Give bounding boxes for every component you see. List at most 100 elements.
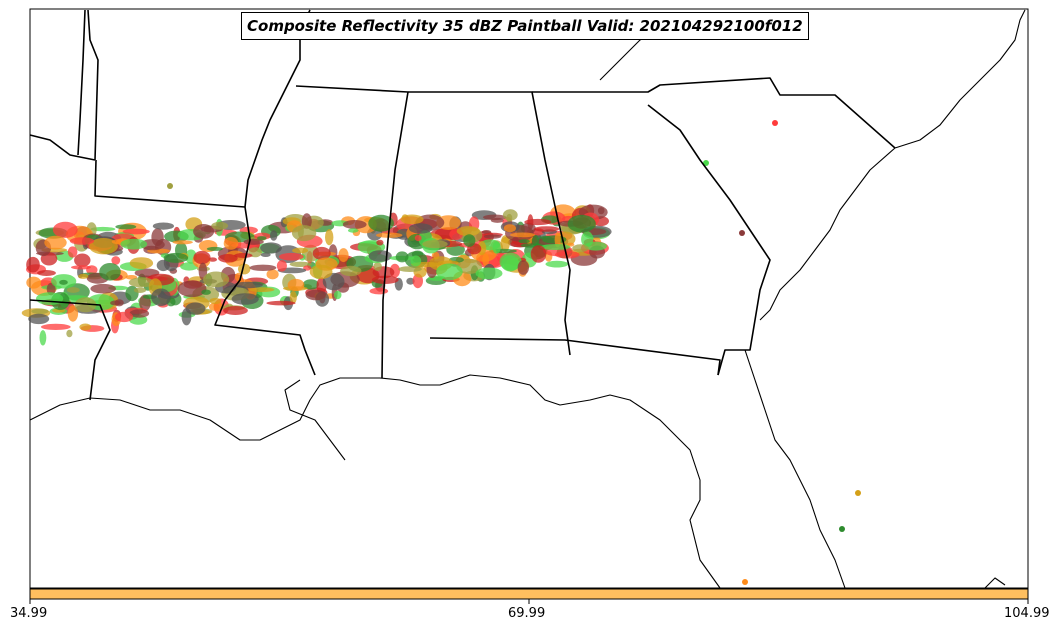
paintball-blob	[414, 235, 422, 242]
paintball-blob	[475, 267, 503, 280]
paintball-blob	[524, 218, 552, 226]
paintball-blob	[78, 273, 89, 279]
paintball-blob	[52, 221, 78, 238]
paintball-blob	[291, 225, 317, 242]
paintball-blob	[231, 293, 259, 305]
paintball-blob	[408, 223, 433, 234]
paintball-blob	[270, 230, 278, 241]
paintball-blob	[26, 256, 40, 273]
paintball-blob	[398, 266, 422, 272]
paintball-blob	[133, 287, 147, 294]
paintball-blob	[111, 256, 121, 265]
paintball-blob	[347, 228, 359, 233]
paintball-blob	[555, 250, 580, 259]
paintball-blob	[193, 224, 215, 239]
paintball-blob	[338, 248, 349, 263]
paintball-blob	[309, 264, 333, 280]
paintball-blob	[89, 238, 118, 255]
paintball-blob	[534, 226, 560, 232]
paintball-blob	[456, 258, 483, 274]
paintball-blob	[172, 240, 193, 245]
paintball-blob	[208, 257, 217, 262]
paintball-blob	[369, 287, 389, 295]
paintball-blob	[151, 288, 171, 307]
paintball-spot	[742, 579, 748, 585]
paintball-blob	[545, 260, 569, 268]
paintball-blob	[156, 259, 170, 272]
paintball-blob	[260, 252, 271, 257]
paintball-blob	[74, 253, 91, 267]
paintball-blob	[554, 232, 561, 248]
paintball-blob	[368, 250, 392, 262]
paintball-blob	[305, 289, 326, 301]
paintball-blob	[177, 280, 207, 298]
paintball-blob	[289, 291, 297, 304]
paintball-blob	[74, 297, 97, 313]
paintball-blob	[163, 252, 189, 263]
paintball-blob	[223, 237, 239, 250]
paintball-blob	[40, 323, 71, 330]
paintball-blob	[122, 228, 150, 235]
paintball-blob	[223, 306, 248, 315]
paintball-blob	[436, 263, 463, 281]
paintball-layer	[21, 120, 861, 585]
paintball-blob	[193, 250, 211, 265]
paintball-blob	[209, 297, 222, 305]
paintball-blob	[67, 305, 79, 322]
paintball-blob	[506, 213, 513, 223]
paintball-blob	[79, 323, 92, 331]
paintball-blob	[406, 277, 415, 285]
paintball-blob	[69, 237, 95, 245]
paintball-blob	[201, 289, 211, 295]
colorbar-tick-label-min: 34.99	[10, 606, 48, 621]
paintball-blob	[90, 283, 116, 294]
paintball-blob	[152, 222, 174, 230]
paintball-blob	[342, 220, 367, 229]
paintball-blob	[44, 235, 67, 250]
paintball-blob	[368, 214, 394, 232]
paintball-blob	[128, 277, 155, 288]
paintball-blob	[110, 300, 121, 306]
paintball-blob	[185, 302, 206, 315]
paintball-blob	[567, 214, 596, 233]
paintball-blob	[59, 279, 68, 285]
paintball-blob	[481, 230, 492, 234]
paintball-blob	[410, 255, 422, 267]
paintball-blob	[373, 262, 382, 271]
paintball-blob	[312, 246, 331, 260]
paintball-blob	[257, 236, 267, 241]
paintball-blob	[71, 265, 91, 270]
paintball-blob	[531, 235, 540, 247]
paintball-blob	[99, 263, 121, 281]
paintball-blob	[266, 269, 279, 280]
paintball-blob	[129, 257, 154, 269]
paintball-blob	[115, 224, 137, 230]
paintball-blob	[276, 260, 287, 272]
paintball-blob	[180, 262, 199, 271]
paintball-blob	[376, 239, 384, 246]
paintball-blob	[114, 311, 134, 323]
colorbar-tick-label-mid: 69.99	[508, 606, 546, 621]
paintball-blob	[266, 300, 296, 306]
paintball-blob	[26, 276, 42, 289]
colorbar	[29, 588, 1029, 600]
paintball-blob	[249, 264, 277, 271]
paintball-blob	[66, 329, 73, 338]
paintball-blob	[238, 263, 251, 275]
paintball-spot	[855, 490, 861, 496]
paintball-blob	[456, 226, 480, 237]
paintball-blob	[206, 246, 223, 251]
paintball-blob	[395, 251, 409, 263]
paintball-blob	[567, 242, 575, 247]
paintball-blob	[218, 253, 238, 263]
paintball-spot	[839, 526, 845, 532]
paintball-blob	[249, 287, 275, 293]
paintball-blob	[400, 214, 424, 225]
paintball-blob	[292, 247, 309, 254]
paintball-blob	[31, 308, 49, 315]
paintball-blob	[500, 235, 510, 252]
paintball-spot	[772, 120, 778, 126]
paintball-blob	[203, 271, 230, 288]
paintball-blob	[278, 252, 304, 261]
